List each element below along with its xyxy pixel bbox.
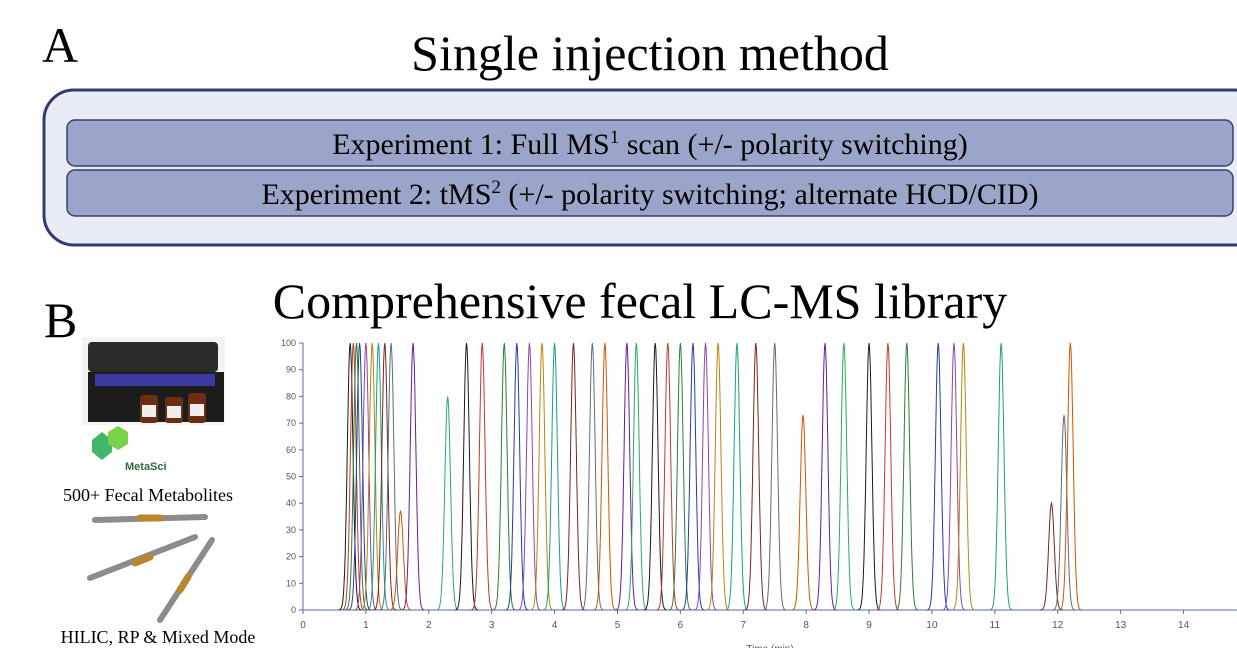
peak xyxy=(455,342,478,611)
y-tick-label: 50 xyxy=(286,472,296,482)
experiment-bar xyxy=(66,119,1234,167)
y-tick-label: 20 xyxy=(286,552,296,562)
x-tick-label: 0 xyxy=(300,620,306,631)
x-tick-label: 2 xyxy=(426,620,432,631)
peak xyxy=(763,342,787,611)
x-tick-label: 7 xyxy=(740,620,746,631)
y-tick-label: 80 xyxy=(286,391,296,401)
peak xyxy=(341,342,365,611)
peak xyxy=(952,342,975,611)
y-tick-label: 100 xyxy=(281,338,296,348)
x-tick-label: 6 xyxy=(678,620,684,631)
peak xyxy=(518,342,541,611)
peak xyxy=(1052,415,1076,611)
peak xyxy=(942,342,966,611)
x-tick-label: 13 xyxy=(1115,620,1127,631)
y-tick-label: 60 xyxy=(286,445,296,455)
x-tick-label: 8 xyxy=(803,620,809,631)
peak xyxy=(470,342,494,611)
peak xyxy=(857,342,881,611)
peak xyxy=(876,342,900,611)
x-tick-label: 11 xyxy=(990,620,1001,631)
peak xyxy=(615,342,639,611)
x-axis-label: Time (min) xyxy=(746,644,793,648)
panel-title: Single injection method xyxy=(411,25,889,81)
x-tick-label: 9 xyxy=(866,620,872,631)
peak xyxy=(813,342,837,611)
peak xyxy=(694,342,717,611)
experiment-text: Experiment 2: tMS2 (+/- polarity switchi… xyxy=(261,177,1038,211)
peak xyxy=(593,342,617,611)
y-tick-label: 90 xyxy=(286,365,296,375)
peak xyxy=(744,342,768,611)
caption: 500+ Fecal Metabolites xyxy=(63,485,233,505)
x-tick-label: 4 xyxy=(552,620,558,631)
peak xyxy=(345,342,368,611)
x-tick-label: 5 xyxy=(615,620,621,631)
peak xyxy=(989,342,1013,611)
peak xyxy=(389,509,412,611)
experiment-text: Experiment 1: Full MS1 scan (+/- polarit… xyxy=(332,127,968,161)
peak xyxy=(791,415,815,611)
peak xyxy=(348,342,371,611)
peak xyxy=(338,342,362,611)
logo: MetaSci xyxy=(125,461,167,473)
x-tick-label: 1 xyxy=(363,620,369,631)
peak xyxy=(354,342,378,611)
peak xyxy=(580,342,604,611)
peak xyxy=(505,342,529,611)
peak xyxy=(492,342,516,611)
experiment-bar xyxy=(66,169,1234,217)
panel-label: A xyxy=(42,17,78,73)
x-tick-label: 14 xyxy=(1178,620,1190,631)
peak xyxy=(832,342,856,611)
standards-kit xyxy=(82,337,225,460)
peak xyxy=(379,342,403,611)
peak xyxy=(706,342,730,611)
peak xyxy=(373,342,397,611)
peak xyxy=(1058,342,1082,611)
peak xyxy=(367,342,390,611)
peak xyxy=(530,342,554,611)
peak xyxy=(624,342,648,611)
peak xyxy=(669,342,692,611)
y-tick-label: 0 xyxy=(291,605,296,615)
panel-label: B xyxy=(44,292,77,348)
peak xyxy=(436,396,460,611)
peak xyxy=(543,342,566,611)
peak xyxy=(681,342,705,611)
caption: HILIC, RP & Mixed Mode xyxy=(61,627,256,647)
peak xyxy=(562,342,585,611)
method-box xyxy=(42,88,1237,247)
y-tick-label: 40 xyxy=(286,498,296,508)
peak xyxy=(360,342,384,611)
peak xyxy=(1040,501,1063,611)
peak xyxy=(643,342,667,611)
peak xyxy=(926,342,950,611)
y-tick-label: 70 xyxy=(286,418,296,428)
x-tick-label: 10 xyxy=(926,620,938,631)
peak xyxy=(725,342,749,611)
peak xyxy=(401,342,425,611)
panel-title: Comprehensive fecal LC-MS library xyxy=(273,273,1008,329)
columns xyxy=(87,514,215,623)
y-tick-label: 30 xyxy=(286,525,296,535)
x-tick-label: 3 xyxy=(489,620,495,631)
peak xyxy=(656,342,680,611)
peak xyxy=(895,342,919,611)
y-tick-label: 10 xyxy=(286,578,296,588)
x-tick-label: 12 xyxy=(1052,620,1064,631)
